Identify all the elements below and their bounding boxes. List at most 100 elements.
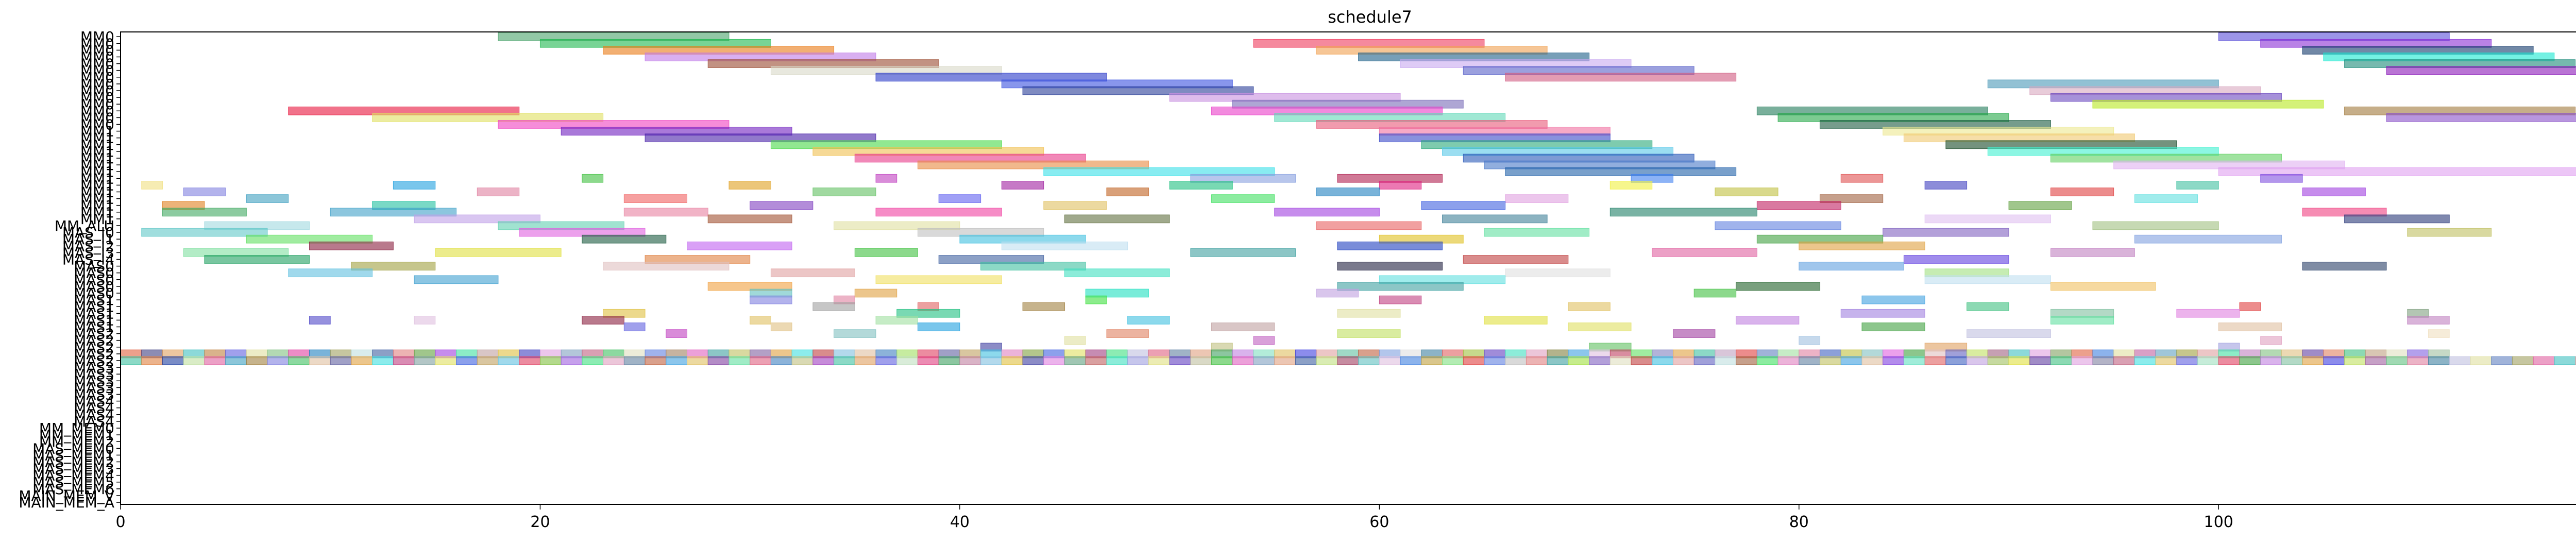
task-bar	[2575, 356, 2576, 365]
task-bar	[2302, 262, 2387, 270]
y-tick-label: MAS2	[74, 326, 114, 343]
task-bar	[582, 316, 624, 325]
task-bar	[875, 275, 1002, 284]
task-bar	[2323, 356, 2345, 365]
y-tick-label: MM0	[80, 42, 114, 59]
task-bar	[498, 356, 520, 365]
y-tick-label: MAS4	[74, 413, 114, 430]
task-bar	[1967, 329, 2051, 338]
task-bar	[1337, 309, 1401, 318]
task-bar	[456, 356, 478, 365]
y-tick-label: MAS_I1	[62, 231, 114, 248]
task-bar	[1043, 167, 1275, 176]
task-bar	[1924, 275, 2051, 284]
task-bar	[1568, 302, 1611, 311]
task-bar	[1568, 356, 1590, 365]
task-bar	[2281, 356, 2303, 365]
task-bar	[1820, 356, 1841, 365]
y-tick-label: MM_MEM0	[39, 420, 114, 437]
y-tick-label: MAS_MEM3	[32, 461, 114, 478]
task-bar	[1505, 194, 1569, 203]
task-bar	[2071, 356, 2093, 365]
task-bar	[1001, 181, 1044, 190]
task-bars	[120, 32, 2576, 365]
y-tick-label: MM1	[80, 157, 114, 174]
task-bar	[2092, 99, 2324, 109]
x-tick-label: 40	[950, 513, 970, 531]
task-bar	[1253, 336, 1275, 345]
task-bar	[623, 208, 708, 217]
task-bar	[1505, 356, 1527, 365]
y-tick-label: MAS0	[74, 265, 114, 282]
y-tick-label: MM1	[80, 130, 114, 147]
y-tick-label: MM1	[80, 177, 114, 194]
task-bar	[1274, 208, 1380, 217]
y-tick-label: MM1	[80, 211, 114, 228]
task-bar	[2407, 316, 2450, 325]
x-tick-label: 100	[2204, 513, 2233, 531]
task-bar	[309, 356, 331, 365]
task-bar	[2470, 356, 2492, 365]
task-bar	[1106, 356, 1128, 365]
y-tick-label: MM0	[80, 56, 114, 73]
y-tick-label: MM0	[80, 69, 114, 86]
task-bar	[1274, 356, 1296, 365]
y-tick-label: MAS_MEM2	[32, 453, 114, 470]
task-bar	[1861, 356, 1884, 365]
task-bar	[539, 356, 562, 365]
task-bar	[2008, 356, 2030, 365]
task-bar	[2491, 356, 2513, 365]
task-bar	[2218, 323, 2282, 331]
task-bar	[1924, 214, 2051, 224]
y-tick-label: MAS_I4	[62, 251, 114, 268]
task-bar	[1967, 356, 1988, 365]
task-bar	[834, 221, 960, 230]
task-bar	[875, 316, 918, 325]
task-bar	[1064, 268, 1170, 278]
task-bar	[1379, 356, 1401, 365]
task-bar	[141, 228, 268, 237]
y-tick-label: MM0	[80, 76, 114, 93]
task-bar	[2407, 228, 2492, 237]
y-tick-label: MAS4	[74, 400, 114, 417]
task-bar	[728, 181, 771, 190]
task-bar	[1736, 316, 1800, 325]
task-bar	[2428, 329, 2450, 338]
task-bar	[1672, 356, 1694, 365]
task-bar	[1085, 295, 1107, 304]
y-tick-label: MAS3	[74, 379, 114, 396]
y-tick-label: MAS3	[74, 372, 114, 389]
y-tick-label: MM1	[80, 183, 114, 200]
y-tick-label: MAS0	[74, 278, 114, 295]
task-bar	[896, 309, 960, 318]
task-bar	[1148, 356, 1170, 365]
task-bar	[1190, 174, 1296, 183]
y-tick-label: MAS2	[74, 352, 114, 369]
task-bar	[1609, 181, 1653, 190]
task-bar	[435, 248, 562, 257]
task-bar	[1337, 241, 1443, 250]
task-bar	[1232, 356, 1254, 365]
task-bar	[351, 262, 436, 270]
task-bar	[1924, 181, 1968, 190]
task-bar	[896, 356, 918, 365]
task-bar	[2176, 309, 2240, 318]
y-tick-label: MM0	[80, 62, 114, 79]
task-bar	[1672, 329, 1716, 338]
task-bar	[770, 323, 792, 331]
task-bar	[2050, 282, 2156, 291]
y-tick-label: MAIN_MEM_A	[19, 494, 114, 511]
task-bar	[1609, 356, 1632, 365]
task-bar	[2449, 356, 2471, 365]
task-bar	[1756, 201, 1841, 210]
task-bar	[2218, 356, 2240, 365]
task-bar	[1085, 356, 1107, 365]
task-bar	[2134, 194, 2198, 203]
task-bar	[1505, 73, 1737, 82]
task-bar	[2302, 188, 2366, 196]
task-bar	[204, 356, 226, 365]
y-tick-label: MAS_I2	[62, 237, 114, 254]
task-bar	[2302, 356, 2324, 365]
task-bar	[1883, 356, 1904, 365]
task-bar	[1715, 221, 1841, 230]
